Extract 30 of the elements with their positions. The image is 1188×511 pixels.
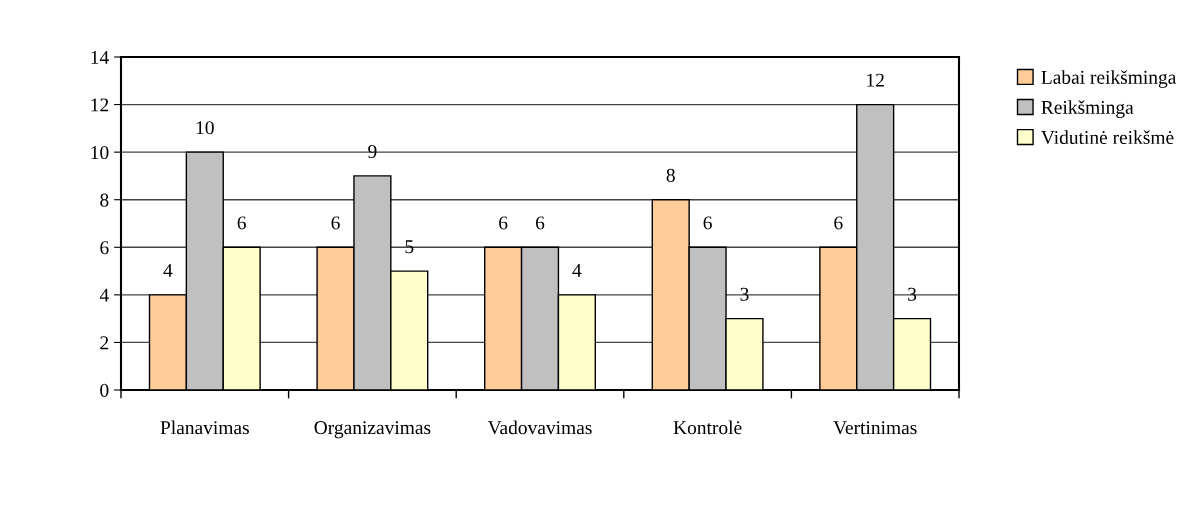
data-label: 8: [666, 168, 675, 182]
data-label: 6: [237, 216, 246, 230]
data-label: 6: [499, 216, 508, 230]
data-label: 9: [368, 145, 377, 159]
data-label: 6: [535, 216, 545, 230]
y-tick-label: 2: [100, 336, 109, 350]
legend-label: Vidutinė reikšmė: [1041, 130, 1174, 145]
data-label: 12: [867, 73, 884, 87]
x-tick-label: Planavimas: [160, 420, 249, 435]
data-label: 4: [163, 264, 173, 277]
x-tick-label: Kontrolė: [673, 420, 742, 435]
data-label: 3: [740, 287, 749, 301]
y-tick-label: 8: [100, 193, 109, 207]
y-tick-label: 14: [91, 50, 109, 64]
data-label: 6: [834, 216, 843, 230]
y-tick-label: 12: [91, 98, 109, 112]
y-tick-label: 4: [99, 288, 109, 302]
data-label: 6: [703, 216, 712, 230]
y-tick-label: 6: [100, 241, 109, 255]
x-tick-label: Vadovavimas: [487, 420, 592, 435]
x-tick-label: Organizavimas: [314, 421, 431, 439]
x-tick-label: Vertinimas: [833, 421, 917, 435]
data-label: 4: [572, 264, 582, 277]
y-tick-label: 0: [100, 383, 109, 397]
data-label: 10: [196, 121, 214, 135]
legend-label: Labai reikšminga: [1041, 70, 1177, 88]
y-tick-label: 10: [91, 145, 109, 160]
data-label: 6: [331, 216, 340, 230]
data-label: 3: [908, 287, 917, 301]
legend-label: Reikšminga: [1041, 100, 1134, 118]
